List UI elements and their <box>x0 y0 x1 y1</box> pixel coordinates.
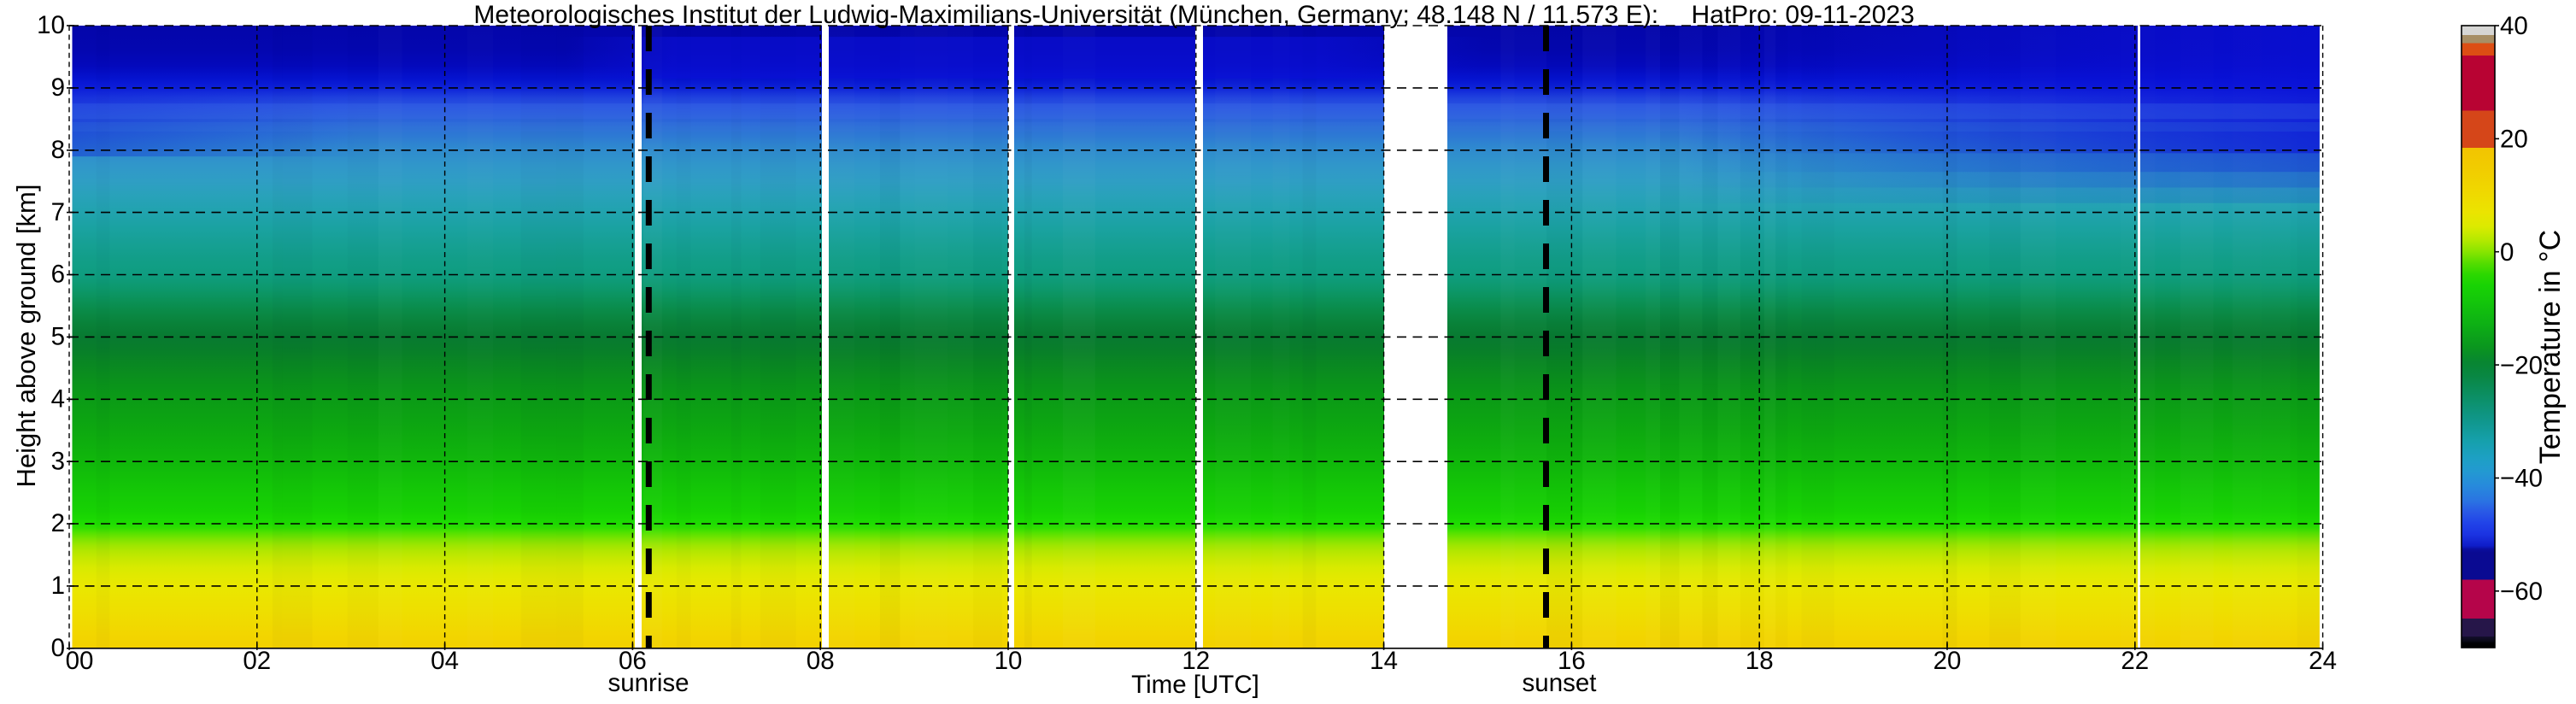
svg-text:−40: −40 <box>2500 465 2543 493</box>
svg-text:04: 04 <box>431 647 459 675</box>
svg-text:02: 02 <box>243 647 271 675</box>
svg-text:sunset: sunset <box>1523 669 1597 697</box>
svg-text:22: 22 <box>2121 647 2149 675</box>
svg-text:7: 7 <box>51 198 65 226</box>
svg-text:Meteorologisches Institut der: Meteorologisches Institut der Ludwig-Max… <box>473 1 1914 29</box>
svg-text:Temperature in °C: Temperature in °C <box>2534 230 2567 464</box>
svg-text:12: 12 <box>1182 647 1210 675</box>
svg-text:4: 4 <box>51 385 65 414</box>
svg-text:18: 18 <box>1746 647 1774 675</box>
svg-text:sunrise: sunrise <box>607 669 689 697</box>
svg-text:8: 8 <box>51 136 65 164</box>
svg-text:Height above ground [km]: Height above ground [km] <box>11 185 41 488</box>
svg-text:9: 9 <box>51 73 65 102</box>
svg-text:08: 08 <box>807 647 835 675</box>
svg-text:−20: −20 <box>2500 351 2543 379</box>
svg-text:5: 5 <box>51 323 65 351</box>
svg-text:14: 14 <box>1370 647 1398 675</box>
svg-text:6: 6 <box>51 261 65 289</box>
svg-text:2: 2 <box>51 509 65 537</box>
svg-text:16: 16 <box>1558 647 1586 675</box>
svg-text:20: 20 <box>1933 647 1962 675</box>
svg-text:Time [UTC]: Time [UTC] <box>1131 671 1259 699</box>
svg-text:20: 20 <box>2500 126 2528 154</box>
svg-text:−60: −60 <box>2500 578 2543 606</box>
svg-text:10: 10 <box>995 647 1023 675</box>
svg-text:3: 3 <box>51 447 65 475</box>
svg-text:06: 06 <box>619 647 647 675</box>
svg-text:1: 1 <box>51 572 65 600</box>
svg-text:0: 0 <box>51 634 65 662</box>
svg-text:00: 00 <box>66 647 94 675</box>
svg-text:40: 40 <box>2500 12 2528 40</box>
svg-text:10: 10 <box>37 11 65 39</box>
svg-text:0: 0 <box>2500 238 2514 267</box>
svg-text:24: 24 <box>2309 647 2337 675</box>
